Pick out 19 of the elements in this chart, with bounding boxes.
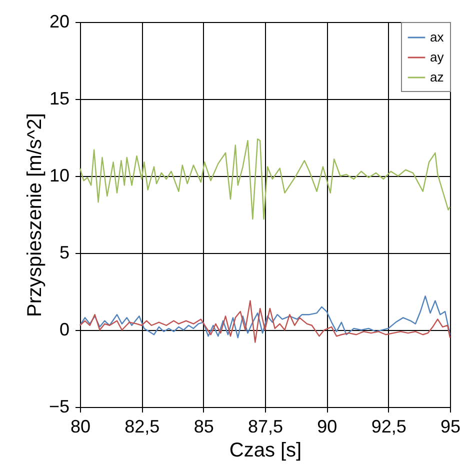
- line-series: [79, 138, 451, 220]
- legend-label: az: [430, 70, 444, 84]
- y-tick-label: 20: [49, 12, 70, 32]
- y-tick-label: 5: [59, 242, 70, 262]
- x-tick-label: 80: [70, 416, 91, 436]
- x-tick-label: 90: [317, 416, 338, 436]
- y-tick-label: −5: [48, 396, 70, 416]
- legend-label: ax: [430, 30, 444, 44]
- x-tick-label: 92,5: [371, 416, 406, 436]
- x-tick-label: 82,5: [124, 416, 160, 436]
- y-tick-label: 15: [49, 88, 70, 108]
- x-tick-label: 85: [194, 416, 214, 436]
- x-tick-label: 87,5: [248, 416, 284, 436]
- x-axis-title: Czas [s]: [229, 440, 302, 462]
- y-tick-label: 10: [49, 166, 70, 186]
- x-tick-label: 95: [440, 416, 461, 436]
- y-axis-title: Przyspieszenie [m/s^2]: [24, 113, 46, 317]
- legend-label: ay: [430, 50, 444, 64]
- y-tick-label: 0: [59, 320, 70, 340]
